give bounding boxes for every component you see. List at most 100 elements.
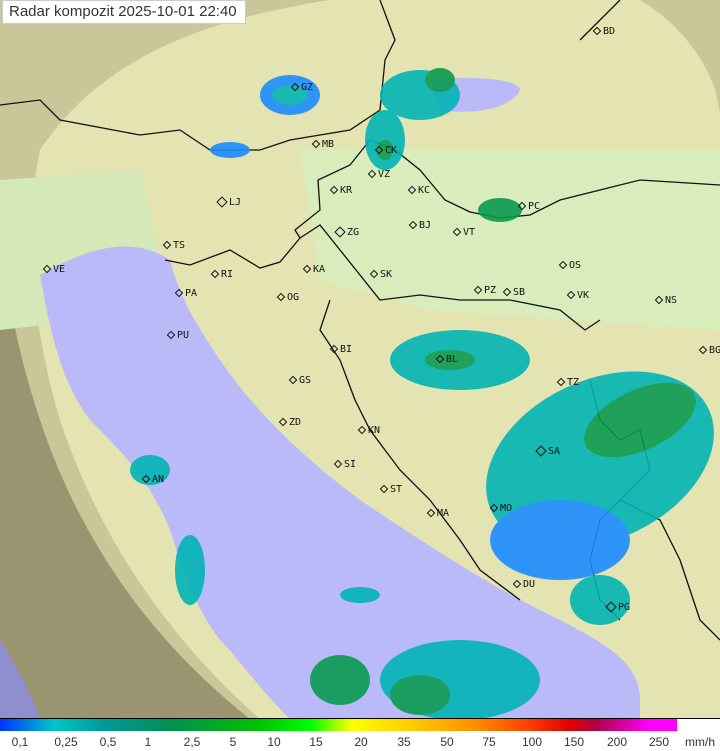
- city-marker[interactable]: MA: [426, 509, 449, 519]
- diamond-icon: [379, 484, 389, 494]
- diamond-icon: [408, 220, 418, 230]
- diamond-icon: [512, 579, 522, 589]
- diamond-icon: [162, 240, 172, 250]
- city-marker[interactable]: ST: [379, 484, 402, 495]
- precipitation: [130, 68, 714, 719]
- city-marker[interactable]: RI: [210, 269, 233, 280]
- legend-tick: 250: [648, 735, 670, 749]
- city-marker[interactable]: SA: [535, 445, 560, 457]
- legend-tick: 100: [521, 735, 543, 749]
- legend-tick: 200: [606, 735, 628, 749]
- diamond-icon: [329, 344, 339, 354]
- city-marker[interactable]: PG: [605, 601, 630, 613]
- legend-tick: 35: [397, 735, 411, 749]
- legend-tick: 2,5: [183, 735, 201, 749]
- city-marker[interactable]: BG: [698, 345, 720, 356]
- legend-tick: 10: [267, 735, 281, 749]
- diamond-icon: [278, 417, 288, 427]
- diamond-icon: [556, 377, 566, 387]
- city-marker[interactable]: AN: [141, 474, 164, 485]
- diamond-icon: [452, 227, 462, 237]
- city-marker[interactable]: ZG: [334, 226, 359, 238]
- adriatic-sea: [40, 246, 640, 719]
- diamond-icon: [210, 269, 220, 279]
- diamond-icon: [517, 201, 527, 211]
- diamond-icon: [489, 503, 499, 513]
- legend-tick: 0,5: [99, 735, 117, 749]
- diamond-icon: [311, 139, 321, 149]
- city-marker[interactable]: KC: [407, 185, 430, 196]
- diamond-icon: [654, 295, 664, 305]
- diamond-icon: [535, 445, 547, 457]
- legend-tick: 15: [309, 735, 323, 749]
- city-marker[interactable]: GZ: [290, 82, 313, 93]
- precipitation-color-scale: [0, 719, 677, 731]
- city-marker[interactable]: SK: [369, 269, 392, 280]
- legend-tick: 5: [229, 735, 237, 749]
- city-marker[interactable]: VZ: [367, 169, 390, 180]
- radar-map: [0, 0, 720, 719]
- city-marker[interactable]: KN: [357, 425, 380, 436]
- city-marker[interactable]: TS: [162, 240, 185, 251]
- city-marker[interactable]: KR: [329, 185, 352, 196]
- diamond-icon: [605, 601, 617, 613]
- legend-tick: 150: [563, 735, 585, 749]
- diamond-icon: [216, 196, 228, 208]
- diamond-icon: [374, 145, 384, 155]
- diamond-icon: [698, 345, 708, 355]
- city-marker[interactable]: LJ: [216, 196, 241, 208]
- diamond-icon: [473, 285, 483, 295]
- city-marker[interactable]: BD: [592, 27, 615, 37]
- diamond-icon: [369, 269, 379, 279]
- city-marker[interactable]: MO: [489, 503, 512, 514]
- city-marker[interactable]: PA: [174, 288, 197, 299]
- city-marker[interactable]: DU: [512, 579, 535, 590]
- city-marker[interactable]: VT: [452, 227, 475, 238]
- diamond-icon: [290, 82, 300, 92]
- diamond-icon: [42, 264, 52, 274]
- city-marker[interactable]: PZ: [473, 285, 496, 296]
- sea-outside: [0, 640, 40, 719]
- diamond-icon: [367, 169, 377, 179]
- diamond-icon: [558, 260, 568, 270]
- city-marker[interactable]: TZ: [556, 377, 579, 388]
- diamond-icon: [166, 330, 176, 340]
- legend-unit: mm/h: [685, 735, 715, 749]
- city-marker[interactable]: MB: [311, 139, 334, 150]
- city-marker[interactable]: OS: [558, 260, 581, 271]
- diamond-icon: [435, 354, 445, 364]
- diamond-icon: [174, 288, 184, 298]
- diamond-icon: [288, 375, 298, 385]
- city-marker[interactable]: NS: [654, 295, 677, 306]
- city-marker[interactable]: KA: [302, 264, 325, 275]
- city-marker[interactable]: PU: [166, 330, 189, 341]
- city-marker[interactable]: BL: [435, 354, 458, 365]
- diamond-icon: [357, 425, 367, 435]
- diamond-icon: [502, 287, 512, 297]
- legend-tick: 0,1: [11, 735, 29, 749]
- diamond-icon: [566, 290, 576, 300]
- city-marker[interactable]: CK: [374, 145, 397, 156]
- city-marker[interactable]: PC: [517, 201, 540, 212]
- pannonian-plain: [300, 150, 720, 330]
- city-marker[interactable]: ZD: [278, 417, 301, 428]
- city-marker[interactable]: OG: [276, 293, 299, 303]
- diamond-icon: [302, 264, 312, 274]
- map-title: Radar kompozit 2025-10-01 22:40: [2, 0, 246, 24]
- diamond-icon: [407, 185, 417, 195]
- legend-tick: 50: [440, 735, 454, 749]
- legend-tick: 1: [144, 735, 152, 749]
- diamond-icon: [141, 474, 151, 484]
- diamond-icon: [334, 226, 346, 238]
- city-marker[interactable]: VK: [566, 290, 589, 301]
- city-marker[interactable]: BJ: [408, 220, 431, 231]
- city-marker[interactable]: GS: [288, 375, 311, 386]
- city-marker[interactable]: BI: [329, 344, 352, 355]
- diamond-icon: [329, 185, 339, 195]
- city-marker[interactable]: SI: [333, 460, 356, 470]
- legend-tick: 0,25: [54, 735, 78, 749]
- city-marker[interactable]: VE: [42, 264, 65, 275]
- legend-tick: 20: [354, 735, 368, 749]
- city-marker[interactable]: SB: [502, 287, 525, 298]
